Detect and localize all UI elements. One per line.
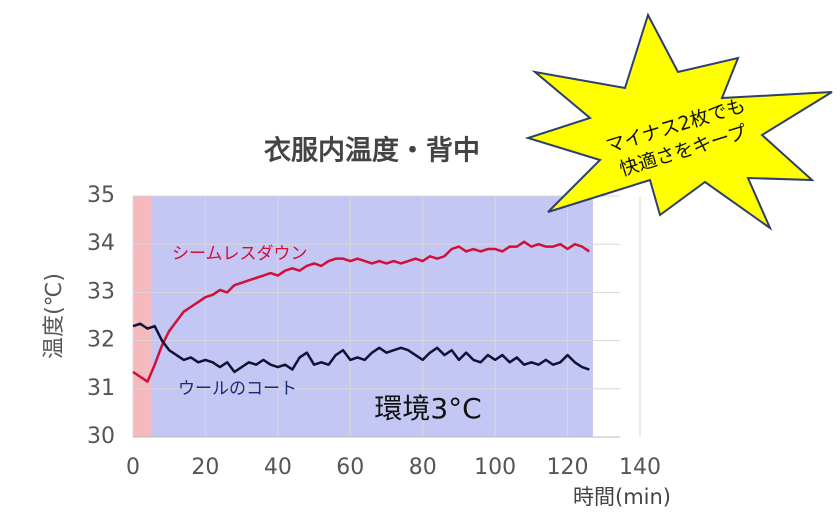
x-axis-label: 時間(min)	[573, 485, 671, 509]
starburst	[524, 12, 833, 231]
x-tick-label: 140	[619, 455, 661, 480]
y-tick-label: 34	[87, 231, 115, 256]
series-line	[132, 240, 590, 383]
x-tick-label: 20	[191, 455, 219, 480]
y-tick-label: 30	[87, 424, 115, 449]
y-tick-label: 32	[87, 328, 115, 353]
chart-title: 衣服内温度・背中	[264, 135, 480, 167]
x-tick-label: 40	[264, 455, 292, 480]
annotation: 環境3°C	[374, 392, 481, 425]
y-tick-label: 33	[87, 279, 115, 304]
plot-area: 30 31 32 33 34 35 0 20 40 60 80 100 120 140 シームレスダウンウー…	[87, 183, 661, 480]
shaded-band	[133, 196, 152, 437]
series-label: シームレスダウン	[172, 244, 308, 264]
x-tick-label: 100	[474, 455, 516, 480]
series-line	[132, 322, 590, 374]
x-tick-label: 0	[126, 455, 140, 480]
y-tick-label: 35	[87, 183, 115, 208]
shaded-band	[151, 196, 593, 437]
series-label: ウールのコート	[178, 379, 297, 399]
x-tick-label: 80	[409, 455, 437, 480]
y-axis-label: 温度(℃)	[42, 273, 67, 359]
x-tick-label: 60	[336, 455, 364, 480]
x-tick-label: 120	[547, 455, 589, 480]
y-tick-label: 31	[87, 376, 115, 401]
